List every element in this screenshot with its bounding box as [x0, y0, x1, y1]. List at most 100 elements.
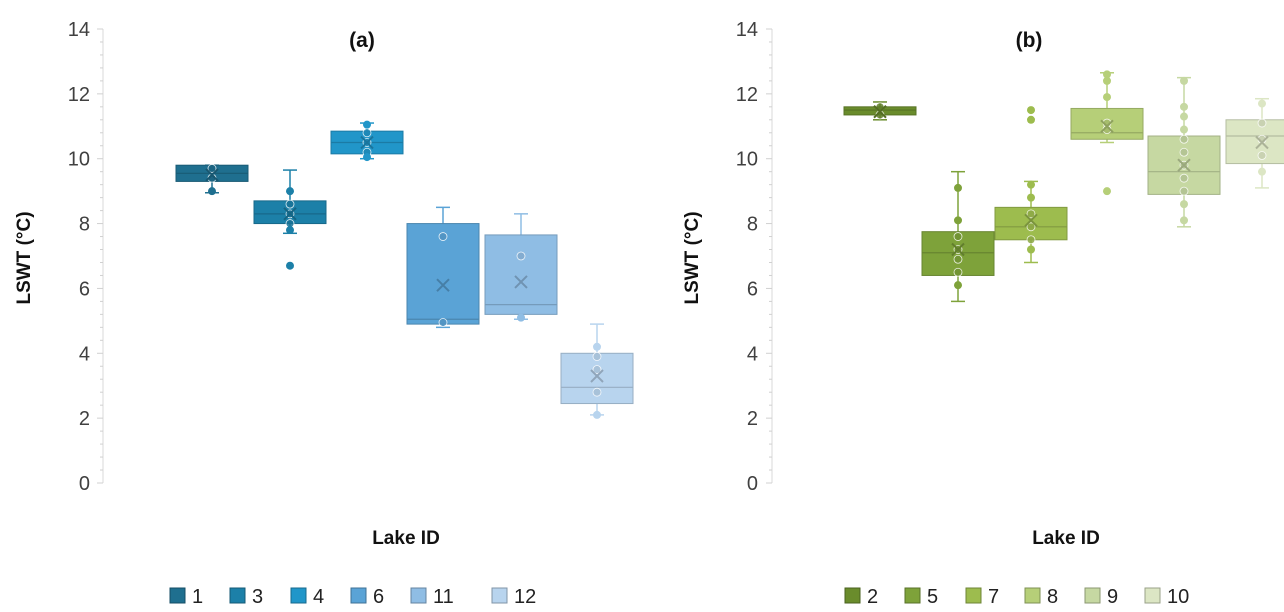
legend-item-1: 1 [169, 586, 203, 608]
y-tick-label: 8 [79, 214, 90, 236]
mean-marker [1024, 213, 1038, 228]
data-point [1027, 106, 1035, 115]
panel-a-legend: 1 3 4 6 11 12 [169, 586, 536, 608]
data-point [1179, 147, 1189, 157]
data-point [1179, 186, 1189, 196]
mean-marker [1255, 135, 1269, 150]
box-series-7 [994, 106, 1068, 264]
legend-swatch [1084, 587, 1101, 604]
legend-swatch [169, 587, 186, 604]
legend-label: 4 [313, 586, 324, 607]
legend-swatch [844, 587, 861, 604]
legend-swatch [1144, 587, 1161, 604]
data-point [1180, 125, 1188, 134]
data-point [286, 261, 294, 270]
legend-item-10: 10 [1144, 586, 1189, 608]
y-tick-label: 0 [79, 473, 90, 495]
mean-marker [590, 369, 604, 383]
panel-a: (a) LSWT (°C) Lake ID 0 2 4 6 8 10 12 14 1 3 4 6 11… [14, 19, 634, 608]
box-series-12 [560, 323, 634, 419]
legend-label: 9 [1107, 586, 1118, 607]
box-series-2 [843, 101, 917, 121]
y-tick-label: 4 [79, 343, 90, 365]
data-point [286, 187, 294, 196]
legend-swatch [350, 587, 367, 604]
panel-b: (b) LSWT (°C) Lake ID 0 2 4 6 8 10 12 14 2 5 7 8 9 1… [682, 19, 1284, 608]
data-point [1257, 118, 1267, 128]
data-point [1026, 209, 1036, 219]
panel-b-y-axis-title: LSWT (°C) [682, 211, 703, 304]
panel-b-y-ticks: 0 2 4 6 8 10 12 14 [736, 19, 773, 495]
data-point [1258, 167, 1266, 176]
legend-item-9: 9 [1084, 586, 1118, 608]
box-series-8 [1070, 70, 1144, 196]
data-point [363, 120, 371, 129]
mean-marker [873, 104, 887, 119]
legend-swatch [410, 587, 427, 604]
box-series-9 [1147, 76, 1221, 228]
data-point [954, 281, 962, 290]
panel-a-y-axis-title: LSWT (°C) [14, 211, 35, 304]
box-series-6 [406, 206, 480, 329]
data-point [592, 352, 602, 361]
legend-label: 3 [252, 586, 263, 607]
data-point [1026, 235, 1036, 245]
legend-swatch [965, 587, 982, 604]
mean-marker [514, 275, 528, 289]
y-tick-label: 10 [736, 149, 758, 171]
legend-label: 2 [867, 586, 878, 607]
panel-a-y-ticks: 0 2 4 6 8 10 12 14 [68, 19, 104, 495]
legend-swatch [290, 587, 307, 604]
data-point [1180, 200, 1188, 209]
data-point [953, 232, 963, 241]
legend-swatch [1024, 587, 1041, 604]
legend-label: 5 [927, 586, 938, 607]
mean-marker [951, 242, 965, 257]
y-tick-label: 2 [79, 408, 90, 430]
legend-label: 12 [514, 586, 536, 607]
data-point [1103, 76, 1111, 85]
data-point [1103, 93, 1111, 102]
data-point [362, 128, 372, 138]
legend-label: 8 [1047, 586, 1058, 607]
box-series-3 [253, 169, 327, 270]
data-point [1180, 76, 1188, 85]
legend-item-7: 7 [965, 586, 999, 608]
mean-marker [1100, 119, 1114, 133]
data-point [363, 153, 371, 162]
data-point [1180, 102, 1188, 111]
data-point [1027, 245, 1035, 254]
legend-label: 6 [373, 586, 384, 607]
legend-item-6: 6 [350, 586, 384, 608]
box-series-10 [1225, 97, 1284, 189]
data-point [438, 318, 448, 327]
y-tick-label: 6 [747, 278, 758, 300]
data-point [1179, 173, 1189, 183]
box-series-5 [921, 170, 995, 303]
panel-b-boxes [843, 70, 1284, 303]
data-point [593, 410, 601, 419]
data-point [953, 267, 963, 277]
data-point [593, 342, 601, 351]
data-point [1257, 151, 1267, 160]
data-point [1103, 70, 1111, 79]
legend-label: 1 [192, 586, 203, 607]
legend-item-4: 4 [290, 586, 324, 608]
mean-marker [205, 168, 219, 182]
data-point [953, 254, 963, 264]
y-tick-label: 14 [68, 19, 90, 41]
box-series-11 [484, 213, 558, 322]
data-point [208, 187, 216, 196]
data-point [1027, 115, 1035, 124]
data-point [954, 183, 962, 192]
data-point [286, 226, 294, 235]
y-tick-label: 6 [79, 278, 90, 300]
panel-b-x-axis-title: Lake ID [1032, 528, 1100, 549]
data-point [592, 387, 602, 397]
y-tick-label: 12 [736, 84, 758, 106]
data-point [1180, 112, 1188, 121]
data-point [1027, 193, 1035, 202]
legend-item-3: 3 [229, 586, 263, 608]
data-point [207, 164, 217, 173]
